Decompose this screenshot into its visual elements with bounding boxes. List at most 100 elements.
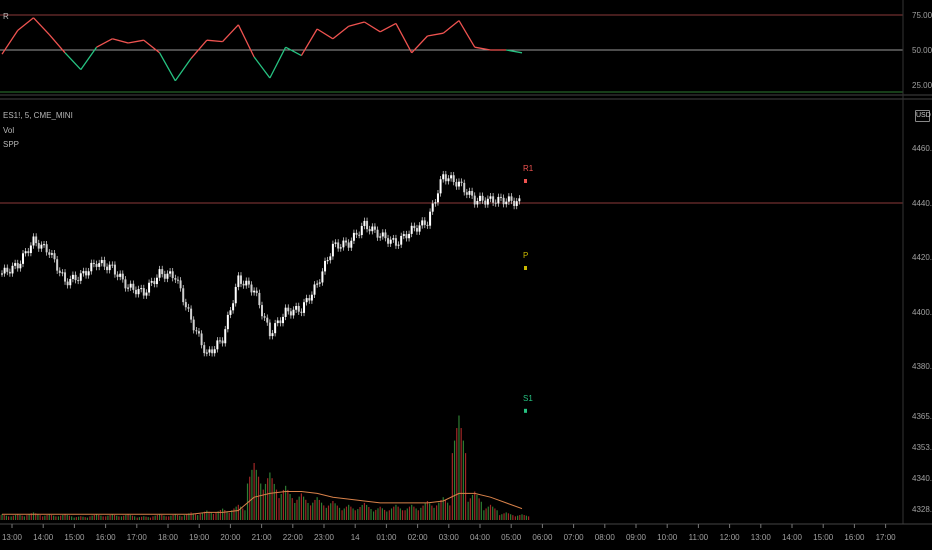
candle-body	[179, 280, 182, 289]
candle-body	[376, 229, 379, 238]
rsi-segment	[112, 38, 129, 44]
volume-bar	[287, 489, 289, 520]
candle-body	[1, 273, 3, 275]
volume-bar	[30, 513, 32, 520]
volume-bar	[251, 469, 253, 520]
volume-bar	[141, 516, 143, 520]
candle-body	[58, 270, 61, 273]
volume-bar	[181, 516, 183, 520]
volume-bar	[379, 506, 381, 520]
vol-indicator-label[interactable]: Vol	[3, 126, 15, 135]
candle-body	[321, 271, 324, 283]
price-pane[interactable]: R1 P S1 4328.50 4340.50 4353.00 4365.50 4380.0…	[0, 144, 932, 520]
volume-bar	[134, 516, 136, 520]
volume-bar	[271, 478, 273, 520]
volume-bar	[75, 517, 77, 520]
rsi-segment	[190, 39, 208, 59]
volume-bar	[64, 514, 66, 520]
rsi-segment	[474, 46, 491, 51]
volume-bar	[199, 513, 201, 520]
volume-bar	[44, 515, 46, 520]
volume-bar	[318, 499, 320, 520]
rsi-segment	[348, 21, 365, 27]
pivot-levels: R1 P S1	[523, 164, 534, 413]
candle-body	[497, 196, 500, 204]
volume-bar	[73, 517, 75, 520]
candle-body	[32, 236, 35, 246]
volume-bar	[129, 514, 131, 520]
candle-body	[98, 263, 101, 267]
candle-body	[3, 267, 6, 274]
volume-bar	[359, 507, 361, 520]
time-tick-label: 22:00	[283, 533, 304, 542]
volume-bar	[420, 507, 422, 520]
volume-bar	[460, 428, 462, 520]
volume-bar	[492, 506, 494, 520]
volume-bar	[77, 516, 80, 520]
time-tick-label: 12:00	[720, 533, 741, 542]
rsi-segment	[506, 49, 523, 54]
time-tick-label: 13:00	[2, 533, 23, 542]
volume-bar	[215, 512, 217, 520]
candle-body	[268, 322, 271, 337]
candle-body	[468, 191, 471, 195]
volume-bar	[525, 515, 527, 520]
volume-bar	[23, 516, 25, 520]
candle-body	[489, 196, 492, 199]
candle-body	[303, 302, 306, 313]
candle-body	[384, 232, 387, 239]
volume-bar	[136, 517, 138, 520]
volume-bar	[517, 515, 519, 520]
candle-body	[129, 283, 132, 288]
volume-bar	[401, 510, 404, 520]
volume-bar	[275, 489, 278, 520]
candle-body	[200, 333, 203, 346]
volume-bar	[483, 510, 485, 520]
candle-body	[213, 349, 216, 354]
volume-bar	[107, 515, 109, 520]
volume-bar	[100, 515, 102, 520]
candle-body	[127, 287, 130, 289]
rsi-segment	[222, 24, 239, 43]
candle-body	[111, 264, 114, 266]
candle-body	[69, 278, 72, 286]
candle-body	[87, 271, 90, 276]
volume-bar	[519, 514, 521, 520]
candle-body	[450, 175, 453, 179]
candle-body	[161, 269, 164, 275]
volume-bar	[494, 508, 496, 520]
rsi-segment	[237, 24, 255, 58]
candle-body	[473, 195, 476, 205]
volume-bar	[244, 510, 246, 520]
time-axis[interactable]: 13:00 14:00 15:00 16:00 17:00 18:00 19:00 20:00…	[2, 524, 896, 542]
spp-indicator-label[interactable]: SPP	[3, 140, 20, 149]
currency-button[interactable]: USD	[915, 110, 931, 122]
rsi-tick-label: 75.00	[912, 11, 932, 20]
volume-bar	[93, 514, 95, 520]
volume-bar	[55, 516, 57, 520]
price-tick-label: 4400.00	[912, 308, 932, 317]
candle-body	[305, 298, 308, 303]
candle-body	[266, 317, 269, 323]
candle-body	[261, 305, 263, 317]
time-tick-label: 23:00	[314, 533, 335, 542]
volume-bar	[273, 483, 275, 520]
volume-bar	[89, 516, 91, 520]
volume-bar	[474, 491, 476, 520]
symbol-label[interactable]: ES1!, 5, CME_MINI	[3, 111, 73, 120]
volume-bar	[239, 506, 242, 520]
volume-bar	[291, 498, 293, 520]
price-axis[interactable]: 4328.50 4340.50 4353.00 4365.50 4380.00 4400.…	[912, 144, 932, 514]
volume-bar	[505, 512, 507, 520]
volume-bar	[282, 489, 285, 520]
candle-body	[408, 233, 411, 239]
volume-bar	[431, 505, 433, 520]
volume-bar	[433, 507, 435, 520]
volume-bar	[35, 513, 37, 520]
volume-bar	[26, 515, 28, 520]
candle-body	[66, 281, 69, 286]
volume-bar	[219, 509, 222, 520]
rsi-pane[interactable]: 25.00 50.00 75.00	[0, 11, 932, 93]
time-tick-label: 16:00	[96, 533, 117, 542]
